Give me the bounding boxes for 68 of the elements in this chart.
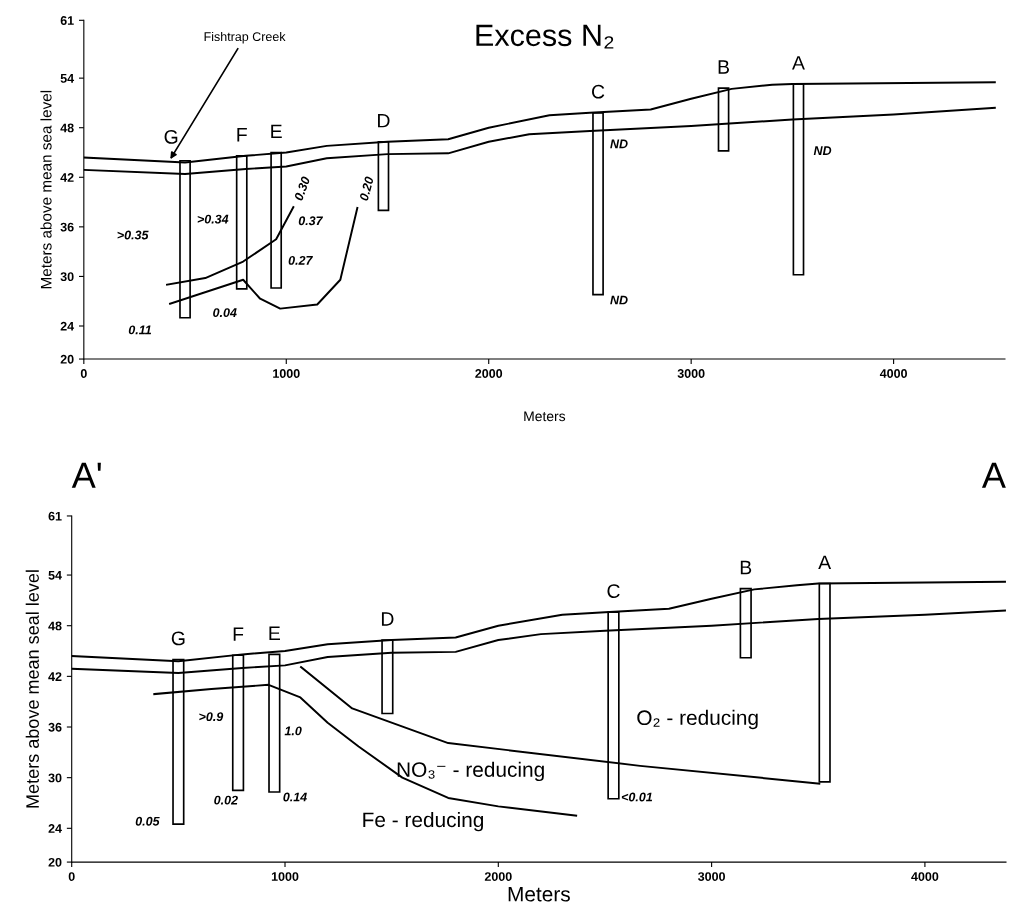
x-tick-label: 0: [68, 872, 75, 881]
annotation: 0.04: [213, 308, 237, 318]
y-tick-label: 42: [60, 173, 74, 182]
x-tick-label: 1000: [271, 872, 299, 881]
annotation: B: [718, 60, 730, 74]
annotation: ND: [813, 146, 832, 155]
y-axis-title: Meters above mean sea level: [40, 90, 52, 289]
x-tick-label: 0: [80, 369, 87, 378]
y-tick-label: 36: [48, 722, 62, 732]
y-tick-label: 30: [48, 773, 62, 783]
annotation: 0.30: [293, 175, 311, 202]
annotation: B: [740, 560, 752, 575]
x-tick-label: 2000: [484, 872, 512, 881]
text: A': [71, 462, 101, 488]
annotation: 0.05: [135, 816, 160, 826]
x-tick-label: 4000: [879, 369, 907, 378]
y-tick-label: 36: [60, 222, 74, 232]
annotation: 0.37: [298, 216, 324, 226]
annotation: 0.20: [359, 175, 374, 202]
annotation: <0.01: [621, 792, 653, 802]
y-axis-title: Meters above mean seal level: [25, 570, 39, 808]
y-tick-label: 61: [48, 511, 62, 521]
y-tick-label: 61: [60, 16, 74, 25]
annotation: E: [269, 626, 280, 640]
annotation: 0.11: [128, 325, 152, 335]
annotation: >0.35: [117, 230, 149, 240]
y-tick-label: 48: [60, 123, 74, 133]
x-tick-label: 4000: [911, 872, 939, 881]
annotation: ND: [610, 139, 628, 149]
text: A: [981, 462, 1006, 488]
chart-title: Excess N₂: [476, 24, 614, 49]
annotation: G: [164, 129, 178, 144]
y-tick-label: 30: [60, 272, 74, 282]
annotation: C: [592, 84, 605, 99]
annotation: NO₃⁻ - reducing: [397, 761, 544, 782]
annotation: 0.02: [214, 795, 238, 805]
annotation: A: [818, 555, 832, 570]
annotation: D: [378, 113, 390, 128]
y-tick-label: 42: [48, 672, 62, 681]
annotation: C: [607, 584, 620, 598]
annotation: 0.27: [288, 255, 313, 265]
annotation: Fe - reducing: [363, 811, 484, 832]
annotation: F: [233, 627, 244, 641]
y-tick-label: 24: [60, 321, 75, 331]
annotation: Fishtrap Creek: [204, 31, 286, 44]
annotation: >0.9: [199, 712, 224, 722]
x-axis-title: Meters: [524, 411, 566, 422]
x-tick-label: 3000: [677, 369, 705, 378]
x-tick-label: 1000: [273, 369, 300, 378]
annotation: G: [171, 631, 185, 646]
annotation: ND: [610, 295, 628, 305]
annotation: E: [271, 124, 282, 139]
y-tick-label: 20: [48, 857, 62, 867]
annotation: D: [381, 612, 394, 626]
y-tick-label: 54: [48, 570, 62, 580]
annotation: 1.0: [284, 726, 302, 736]
y-tick-label: 54: [60, 74, 75, 83]
y-tick-label: 48: [48, 621, 62, 631]
annotation: 0.14: [283, 792, 307, 802]
x-axis-title: Meters: [508, 887, 570, 902]
annotation: >0.34: [197, 214, 229, 224]
y-tick-label: 24: [48, 824, 62, 833]
x-tick-label: 3000: [697, 872, 725, 881]
y-tick-label: 20: [60, 354, 74, 364]
x-tick-label: 2000: [475, 369, 503, 378]
annotation: O₂ - reducing: [637, 709, 758, 730]
annotation: F: [237, 128, 247, 142]
annotation: A: [792, 56, 805, 70]
